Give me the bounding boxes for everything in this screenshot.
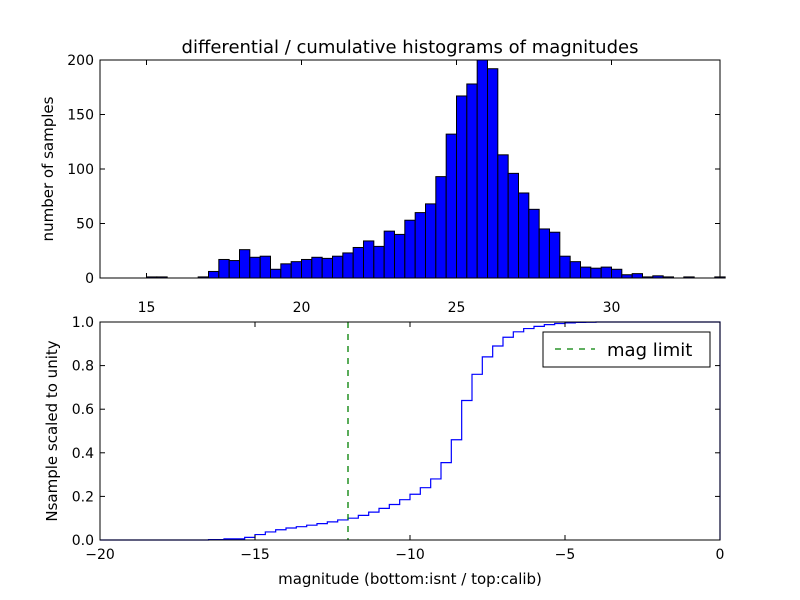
bottom-y-tick-label: 0.6 — [72, 402, 94, 418]
histogram-bar — [394, 233, 406, 279]
bottom-y-axis-label: Nsample scaled to unity — [43, 340, 61, 521]
bottom-y-tick-label: 1.0 — [72, 315, 94, 331]
histogram-bar — [332, 255, 344, 279]
bottom-x-tick-label: −10 — [395, 547, 425, 563]
top-plot-frame — [99, 59, 721, 279]
histogram-bar — [569, 261, 581, 279]
top-x-tick-label: 20 — [293, 300, 311, 316]
top-y-tick-label: 50 — [76, 217, 94, 233]
top-y-axis-label: number of samples — [39, 96, 57, 241]
histogram-bar — [559, 255, 571, 279]
histogram-bar — [249, 256, 261, 279]
top-x-tick-label: 25 — [448, 300, 466, 316]
histogram-bar — [239, 249, 251, 279]
histogram-bar — [280, 263, 292, 279]
bottom-y-tick-label: 0.2 — [72, 489, 94, 505]
top-x-tick-label: 30 — [603, 300, 621, 316]
top-y-tick-label: 200 — [67, 53, 94, 69]
histogram-bar — [342, 252, 354, 279]
histogram-bar — [290, 261, 302, 279]
histogram-bar — [497, 154, 509, 279]
histogram-bar — [425, 203, 437, 279]
histogram-bar — [476, 59, 488, 279]
histogram-bar — [611, 268, 623, 279]
histogram-bar — [208, 270, 220, 279]
legend-mag-limit-label: mag limit — [607, 340, 692, 361]
histogram-bar — [580, 266, 592, 279]
histogram-bar — [518, 192, 530, 279]
bottom-x-axis-label: magnitude (bottom:isnt / top:calib) — [278, 570, 542, 588]
histogram-bar — [435, 176, 447, 279]
histogram-bar — [218, 258, 230, 279]
histogram-bar — [456, 95, 468, 279]
top-axis-ticks: 15 20 25 30 0 50 100 150 200 — [67, 53, 720, 316]
histogram-bar — [228, 260, 240, 279]
histogram-bar — [528, 208, 540, 279]
histogram-bar — [311, 256, 323, 279]
histogram-bar — [466, 83, 478, 279]
histogram-bar — [487, 68, 499, 279]
histogram-bar — [631, 273, 643, 279]
top-histogram-panel: differential / cumulative histograms of … — [39, 37, 726, 316]
histogram-bar — [538, 228, 550, 279]
histogram-bar — [373, 245, 385, 279]
histogram-bar — [259, 255, 271, 279]
histogram-bar — [404, 219, 416, 279]
bottom-y-tick-label: 0.4 — [72, 446, 94, 462]
cumulative-step-line — [100, 321, 721, 541]
bottom-y-tick-label: 0.0 — [72, 533, 94, 549]
histogram-bar — [445, 133, 457, 279]
histogram-bar — [414, 212, 426, 279]
bottom-cumulative-panel: Nsample scaled to unity magnitude (botto… — [43, 315, 724, 588]
histogram-bar — [270, 268, 282, 279]
bottom-x-tick-label: −15 — [240, 547, 270, 563]
top-y-tick-label: 100 — [67, 162, 94, 178]
histogram-bars — [146, 59, 726, 279]
cumulative-series — [100, 321, 721, 541]
bottom-axis-ticks: −20 −15 −10 −5 0 0.0 0.2 0.4 0.6 0.8 1.0 — [72, 315, 725, 563]
bottom-x-tick-label: −5 — [555, 547, 576, 563]
bottom-x-tick-label: 0 — [716, 547, 725, 563]
bottom-plot-frame — [99, 321, 721, 541]
bottom-y-tick-label: 0.8 — [72, 359, 94, 375]
histogram-bar — [363, 240, 375, 279]
histogram-bar — [301, 258, 313, 279]
histogram-bar — [321, 257, 333, 279]
histogram-bar — [549, 231, 561, 279]
histogram-bar — [600, 266, 612, 279]
histogram-bar — [507, 172, 519, 279]
top-y-tick-label: 0 — [85, 271, 94, 287]
histogram-bar — [590, 267, 602, 279]
top-y-tick-label: 150 — [67, 108, 94, 124]
chart-title: differential / cumulative histograms of … — [182, 37, 639, 58]
histogram-bar — [383, 230, 395, 279]
histogram-bar — [352, 246, 364, 279]
top-x-tick-label: 15 — [138, 300, 156, 316]
legend: mag limit — [542, 331, 711, 368]
bottom-x-tick-label: −20 — [85, 547, 115, 563]
